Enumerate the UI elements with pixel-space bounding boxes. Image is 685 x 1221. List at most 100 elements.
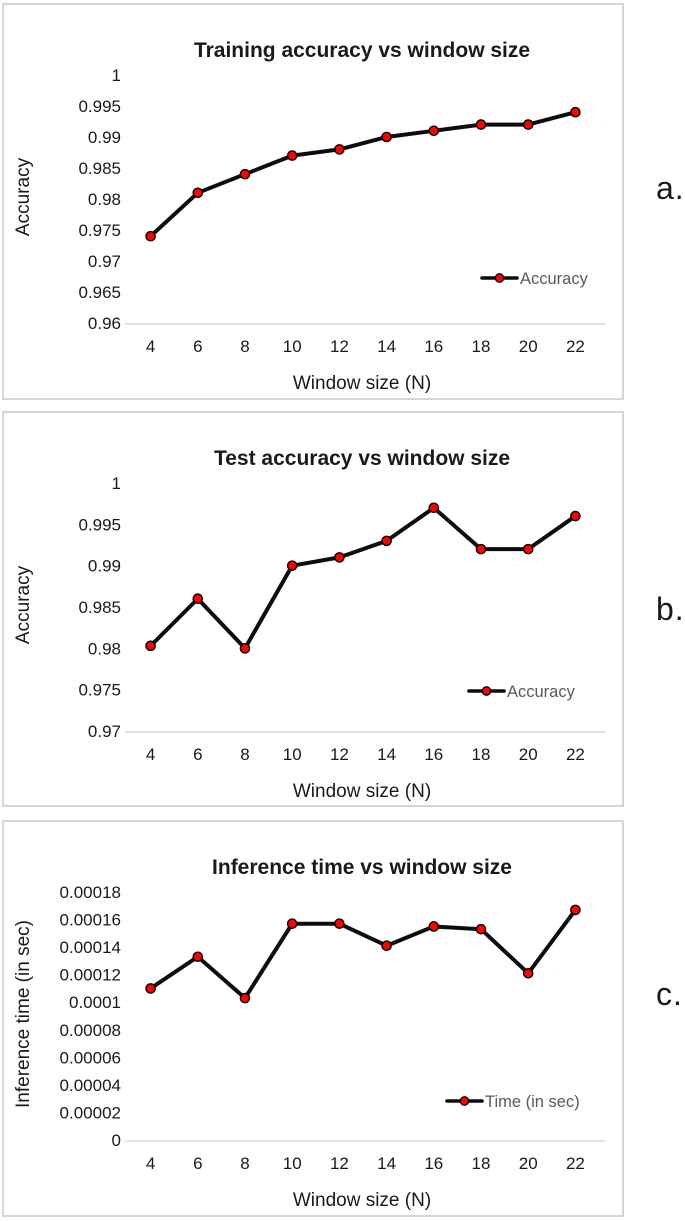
data-point-marker: [145, 983, 156, 994]
y-tick-label: 0.00018: [60, 883, 121, 902]
y-tick-label: 0.97: [88, 722, 121, 741]
data-series-line: [148, 505, 578, 651]
x-tick-label: 12: [330, 337, 349, 356]
x-axis-title: Window size (N): [293, 373, 431, 394]
y-tick-label: 0.98: [88, 639, 121, 658]
y-tick-label: 0.00014: [60, 938, 121, 957]
data-point-marker: [475, 543, 487, 555]
data-point-marker: [334, 918, 345, 929]
data-point-marker: [145, 230, 156, 242]
data-point-marker: [192, 951, 204, 963]
x-tick-label: 22: [566, 337, 585, 356]
y-tick-label: 0: [112, 1131, 121, 1150]
x-tick-label: 14: [377, 1154, 396, 1173]
x-tick-label: 20: [519, 745, 538, 764]
data-point-marker: [145, 640, 156, 652]
y-tick-label: 0.00008: [60, 1021, 121, 1040]
chart-panel-c: Inference time vs window size Inference t…: [2, 820, 624, 1217]
data-point-marker: [428, 125, 440, 137]
y-tick-label: 0.00012: [60, 966, 121, 985]
legend-label: Time (in sec): [485, 1093, 580, 1111]
x-tick-label: 22: [566, 1154, 585, 1173]
x-tick-label: 8: [240, 745, 249, 764]
y-tick-label: 0.995: [78, 515, 121, 534]
panel-label-b: b.: [656, 591, 685, 627]
panel-label-c: c.: [656, 976, 683, 1012]
x-tick-label: 16: [424, 1154, 443, 1173]
y-tick-label: 1: [112, 66, 121, 85]
x-tick-label: 6: [193, 745, 202, 764]
x-tick-label: 10: [283, 337, 302, 356]
x-tick-label: 4: [146, 1154, 155, 1173]
training-accuracy-chart: Training accuracy vs window size Accuracy…: [13, 39, 605, 394]
legend-marker: [481, 686, 492, 696]
y-tick-label: 0.965: [78, 283, 121, 302]
x-tick-label: 10: [283, 1154, 302, 1173]
y-tick-label: 0.0001: [69, 993, 121, 1012]
y-tick-label: 0.985: [78, 159, 121, 178]
x-tick-label: 18: [472, 745, 491, 764]
data-point-marker: [381, 131, 392, 143]
data-point-marker: [522, 543, 534, 555]
y-tick-label: 0.985: [78, 598, 121, 617]
x-tick-label: 18: [472, 1154, 491, 1173]
x-tick-label: 20: [519, 337, 538, 356]
data-point-marker: [239, 992, 251, 1004]
chart-title: Test accuracy vs window size: [214, 447, 510, 470]
data-point-marker: [192, 593, 204, 605]
legend-label: Accuracy: [520, 270, 589, 288]
y-tick-label: 0.99: [88, 557, 121, 576]
data-point-marker: [286, 918, 298, 929]
data-point-marker: [522, 119, 534, 130]
y-tick-label: 1: [112, 474, 121, 493]
data-series-line: [148, 907, 578, 1001]
x-axis-title: Window size (N): [293, 781, 431, 802]
x-tick-label: 18: [472, 337, 491, 356]
x-axis-title: Window size (N): [293, 1190, 431, 1211]
x-tick-label: 8: [240, 1154, 249, 1173]
x-tick-label: 14: [377, 745, 396, 764]
y-axis-title: Accuracy: [13, 157, 34, 236]
x-tick-label: 10: [283, 745, 302, 764]
data-point-marker: [428, 921, 440, 932]
data-point-marker: [475, 923, 487, 935]
x-tick-label: 12: [330, 745, 349, 764]
chart-title: Training accuracy vs window size: [194, 39, 530, 62]
y-tick-label: 0.975: [78, 221, 121, 240]
y-axis-title: Accuracy: [13, 565, 34, 644]
chart-panel-a: Training accuracy vs window size Accuracy…: [2, 3, 624, 400]
legend-label: Accuracy: [507, 683, 576, 701]
data-point-marker: [192, 187, 204, 199]
data-point-marker: [570, 106, 581, 118]
y-tick-label: 0.00016: [60, 911, 121, 930]
y-tick-label: 0.97: [88, 252, 121, 271]
data-point-marker: [334, 552, 345, 563]
x-tick-label: 4: [146, 337, 155, 356]
y-tick-label: 0.00002: [60, 1103, 121, 1122]
data-point-marker: [286, 150, 298, 161]
data-point-marker: [286, 560, 298, 571]
x-tick-label: 22: [566, 745, 585, 764]
data-point-marker: [381, 535, 392, 547]
x-tick-label: 16: [424, 337, 443, 356]
inference-time-chart: Inference time vs window size Inference t…: [13, 856, 605, 1211]
chart-panel-b: Test accuracy vs window size Accuracy Wind…: [2, 411, 624, 807]
data-point-marker: [334, 144, 345, 155]
y-tick-label: 0.98: [88, 190, 121, 209]
x-tick-label: 12: [330, 1154, 349, 1173]
data-point-marker: [570, 510, 581, 522]
data-point-marker: [522, 967, 534, 979]
data-point-marker: [239, 168, 251, 180]
data-point-marker: [570, 904, 581, 916]
x-tick-label: 16: [424, 745, 443, 764]
y-tick-label: 0.00006: [60, 1048, 121, 1067]
y-axis-title: Inference time (in sec): [13, 920, 34, 1108]
chart-title: Inference time vs window size: [212, 856, 512, 879]
panel-label-a: a.: [656, 170, 685, 206]
legend-marker: [494, 273, 505, 283]
data-point-marker: [428, 502, 440, 514]
legend-marker: [459, 1096, 470, 1106]
data-series-line: [148, 110, 578, 239]
data-point-marker: [381, 940, 392, 952]
